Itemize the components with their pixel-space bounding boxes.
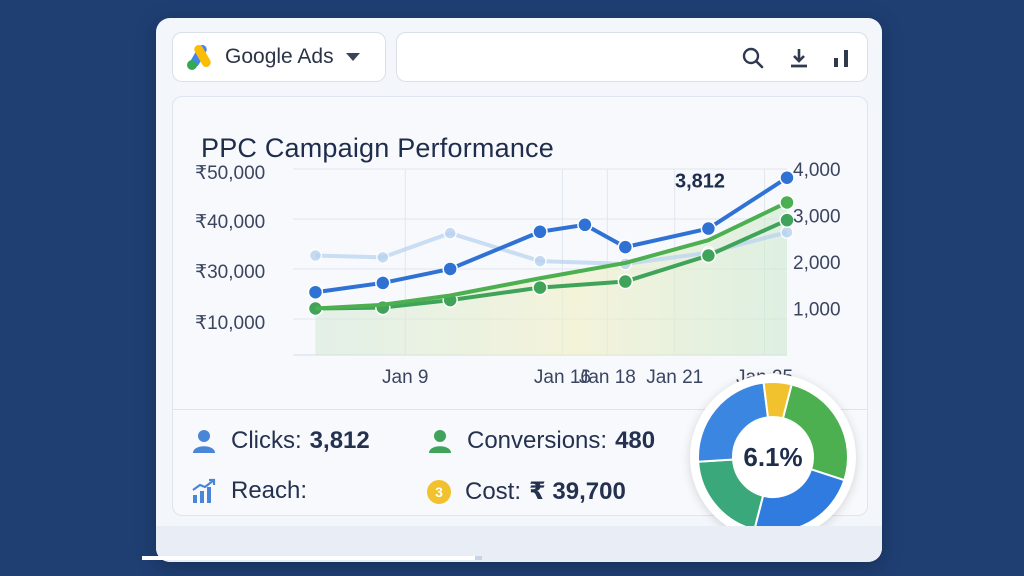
account-dropdown[interactable]: Google Ads xyxy=(172,32,386,82)
progress-fill xyxy=(142,556,476,560)
x-tick-label: Jan 16 xyxy=(534,367,591,388)
reach-stat: Reach: xyxy=(191,477,307,505)
donut-chart: 6.1% xyxy=(697,381,849,533)
clicks-value: 3,812 xyxy=(309,427,370,454)
series-point xyxy=(779,194,795,211)
series-point xyxy=(779,212,795,228)
donut-segments xyxy=(697,381,849,533)
series-point xyxy=(532,279,548,296)
series-point xyxy=(533,254,547,268)
right-tick-label: 2,000 xyxy=(793,253,841,274)
series-point xyxy=(700,247,717,264)
left-tick-label: ₹50,000 xyxy=(195,163,265,184)
performance-panel: PPC Campaign Performance ₹50,000 ₹40,000 ₹… xyxy=(172,96,868,516)
download-icon[interactable] xyxy=(787,46,811,70)
conversions-stat: Conversions: 480 xyxy=(427,427,655,455)
bar-chart-icon[interactable] xyxy=(829,46,853,70)
left-tick-label: ₹40,000 xyxy=(195,212,265,233)
series-point xyxy=(700,220,717,237)
account-name: Google Ads xyxy=(225,45,334,68)
series-point xyxy=(443,226,457,240)
series-point xyxy=(617,273,634,290)
cost-label: Cost: xyxy=(465,477,522,505)
conversion-rate-donut: 6.1% xyxy=(690,374,856,540)
donut-hole xyxy=(733,417,813,497)
conversions-label: Conversions: xyxy=(467,427,608,454)
right-tick-label: 1,000 xyxy=(793,300,841,321)
clicks-label: Clicks: xyxy=(231,427,302,454)
series-point xyxy=(780,225,794,239)
person-icon xyxy=(193,430,215,453)
coin-icon: 3 xyxy=(427,479,451,504)
conversion-area xyxy=(315,202,787,355)
series-point xyxy=(375,275,391,291)
series-point xyxy=(779,169,795,186)
series-point xyxy=(577,217,593,233)
series-line xyxy=(315,176,789,295)
left-tick-label: ₹10,000 xyxy=(195,313,265,334)
progress-bar xyxy=(142,556,482,560)
search-icon[interactable] xyxy=(741,46,765,70)
google-ads-logo-icon xyxy=(187,45,211,70)
right-tick-label: 3,000 xyxy=(793,207,841,228)
stats-divider xyxy=(173,409,867,410)
search-bar[interactable] xyxy=(396,32,868,82)
series-point xyxy=(308,248,323,263)
toolbar: Google Ads xyxy=(172,32,868,82)
series-point xyxy=(376,250,390,265)
reach-label: Reach: xyxy=(231,477,308,504)
x-tick-label: Jan 9 xyxy=(382,367,428,388)
series-layer xyxy=(307,169,795,317)
trend-bars-icon xyxy=(192,478,216,503)
x-tick-label: Jan 18 xyxy=(579,367,636,388)
cost-value: ₹ 39,700 xyxy=(529,478,626,505)
left-tick-label: ₹30,000 xyxy=(195,262,265,283)
right-axis: 4,000 3,000 2,000 1,000 xyxy=(793,160,841,321)
series-point xyxy=(442,261,458,277)
right-tick-label: 4,000 xyxy=(793,160,841,181)
left-axis: ₹50,000 ₹40,000 ₹30,000 ₹10,000 xyxy=(195,163,265,334)
app-window: Google Ads PPC Campaign Performance xyxy=(156,18,882,562)
conversions-value: 480 xyxy=(615,427,656,454)
clicks-peak-label: 3,812 xyxy=(675,171,725,193)
series-point xyxy=(617,239,634,255)
donut-center-label: 6.1% xyxy=(743,442,802,472)
series-line xyxy=(315,200,788,311)
clicks-stat: Clicks: 3,812 xyxy=(191,427,370,455)
chevron-down-icon xyxy=(345,53,360,61)
person-icon xyxy=(429,430,451,453)
series-point xyxy=(307,284,324,300)
panel-title: PPC Campaign Performance xyxy=(201,133,554,163)
x-tick-label: Jan 21 xyxy=(646,367,703,388)
performance-chart: ₹50,000 ₹40,000 ₹30,000 ₹10,000 4,000 3,000 2… xyxy=(195,160,841,388)
cost-stat: 3 Cost: ₹ 39,700 xyxy=(427,477,626,506)
series-point xyxy=(532,224,548,240)
